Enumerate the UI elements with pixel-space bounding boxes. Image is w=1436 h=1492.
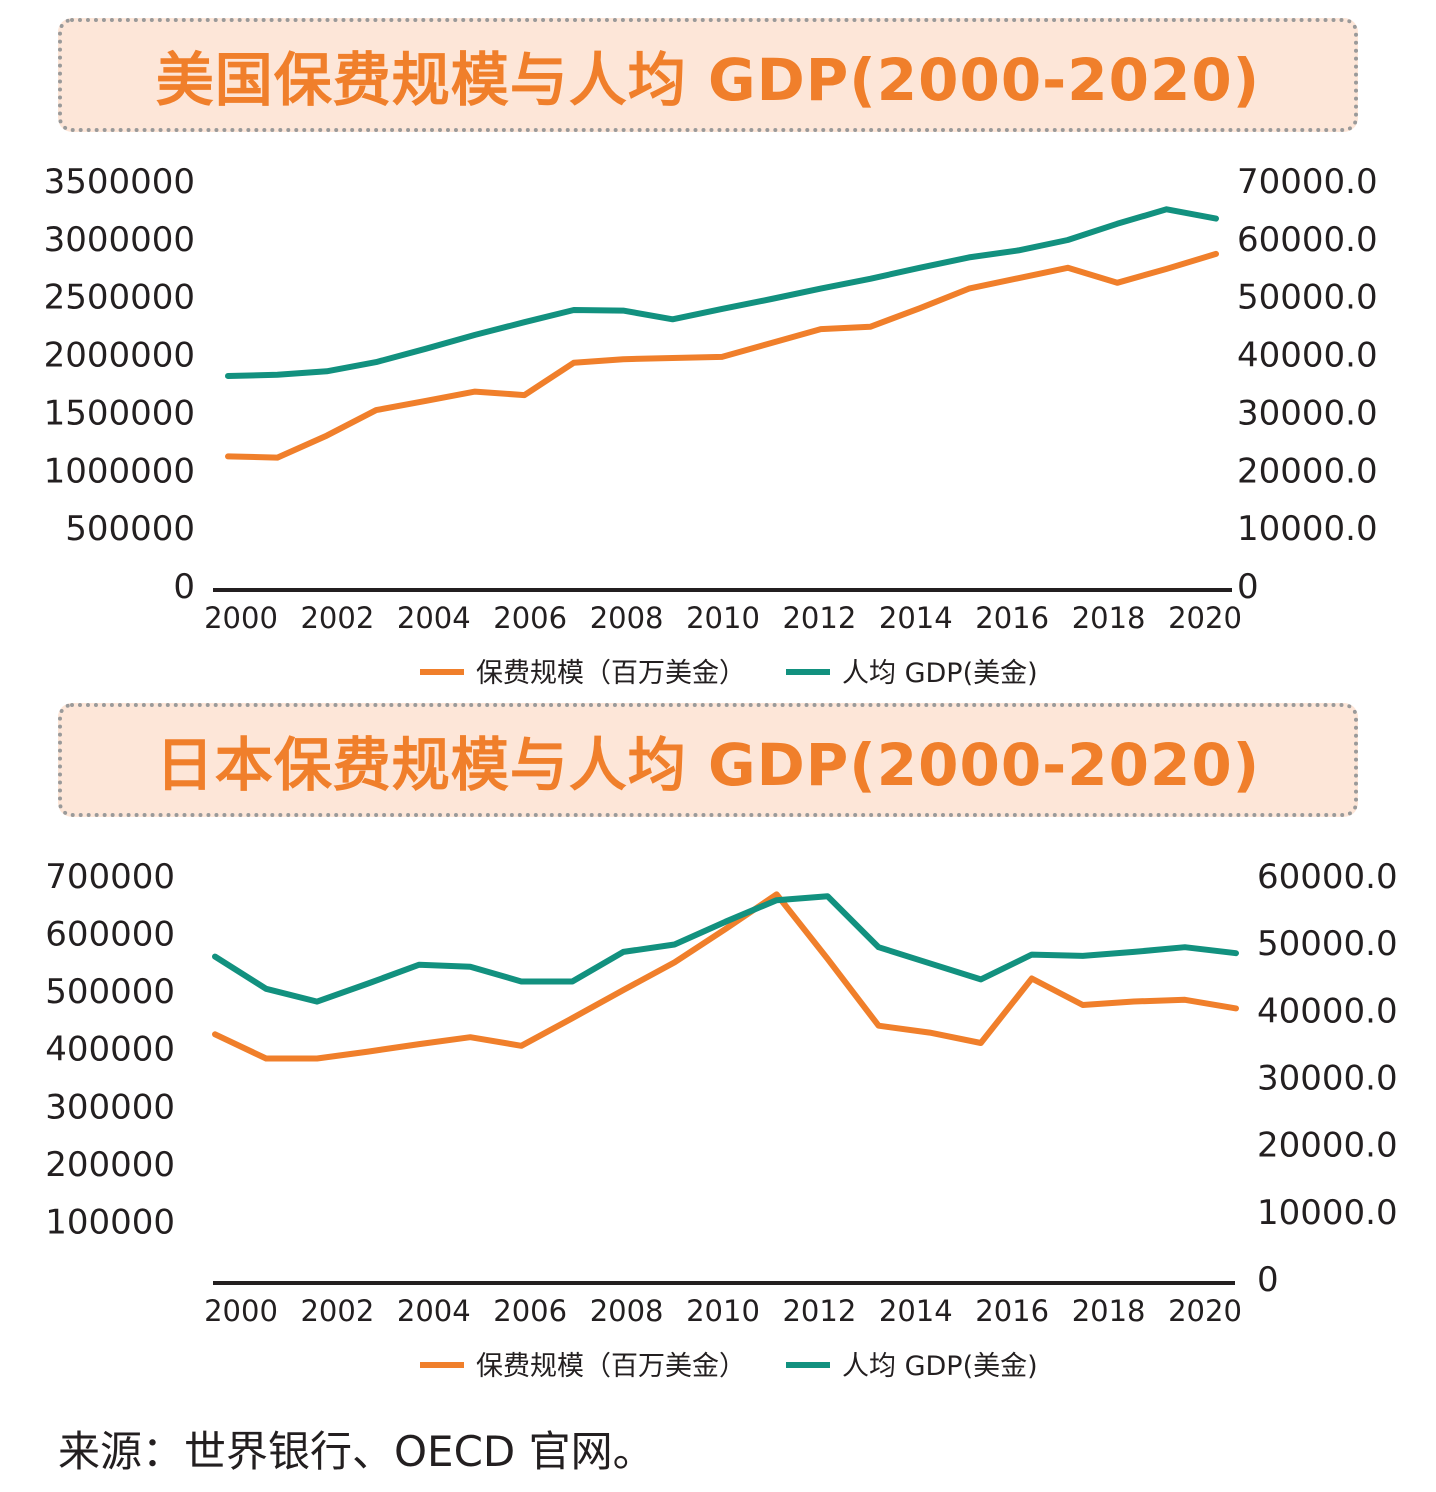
jp-chart-title-box: 日本保费规模与人均 GDP(2000-2020) xyxy=(58,703,1358,817)
us-chart-title: 美国保费规模与人均 GDP(2000-2020) xyxy=(155,46,1261,114)
us-line-chart: 0 500000 1000000 1500000 2000000 2500000 30000… xyxy=(44,162,1378,689)
us-left-tick-label: 0 xyxy=(173,567,195,607)
jp-right-tick-label: 10000.0 xyxy=(1257,1193,1398,1233)
jp-right-tick-label: 20000.0 xyxy=(1257,1126,1398,1166)
us-legend-label: 人均 GDP(美金) xyxy=(842,658,1038,689)
us-x-tick-label: 2002 xyxy=(300,601,374,635)
jp-x-tick-label: 2014 xyxy=(879,1294,953,1328)
us-right-tick-label: 10000.0 xyxy=(1237,509,1378,549)
us-x-tick-label: 2004 xyxy=(397,601,471,635)
jp-x-tick-label: 2018 xyxy=(1072,1294,1146,1328)
us-left-tick-label: 3000000 xyxy=(44,220,195,260)
jp-left-tick-label: 700000 xyxy=(45,857,175,897)
jp-x-tick-label: 2020 xyxy=(1168,1294,1242,1328)
jp-legend-label: 人均 GDP(美金) xyxy=(842,1351,1038,1382)
us-right-tick-label: 70000.0 xyxy=(1237,162,1378,202)
jp-left-tick-label: 400000 xyxy=(45,1030,175,1070)
us-left-tick-label: 1000000 xyxy=(44,451,195,491)
jp-x-tick-label: 2008 xyxy=(590,1294,664,1328)
jp-left-tick-label: 300000 xyxy=(45,1087,175,1127)
jp-right-tick-label: 60000.0 xyxy=(1257,857,1398,897)
jp-x-tick-label: 2016 xyxy=(975,1294,1049,1328)
us-x-tick-label: 2014 xyxy=(879,601,953,635)
us-chart-title-box: 美国保费规模与人均 GDP(2000-2020) xyxy=(58,18,1358,132)
us-legend-label: 保费规模（百万美金） xyxy=(476,658,746,689)
jp-x-tick-label: 2002 xyxy=(300,1294,374,1328)
us-left-tick-label: 2000000 xyxy=(44,336,195,376)
us-left-tick-label: 3500000 xyxy=(44,162,195,202)
us-x-tick-label: 2000 xyxy=(204,601,278,635)
jp-x-tick-label: 2012 xyxy=(782,1294,856,1328)
jp-right-tick-label: 50000.0 xyxy=(1257,924,1398,964)
jp-legend-label: 保费规模（百万美金） xyxy=(476,1351,746,1382)
jp-right-tick-label: 30000.0 xyxy=(1257,1059,1398,1099)
us-right-tick-label: 30000.0 xyxy=(1237,393,1378,433)
us-x-tick-label: 2020 xyxy=(1168,601,1242,635)
jp-left-tick-label: 500000 xyxy=(45,972,175,1012)
jp-x-tick-label: 2010 xyxy=(686,1294,760,1328)
us-right-tick-label: 20000.0 xyxy=(1237,451,1378,491)
us-right-tick-label: 0 xyxy=(1237,567,1259,607)
jp-left-tick-label: 100000 xyxy=(45,1202,175,1242)
jp-right-tick-label: 40000.0 xyxy=(1257,991,1398,1031)
jp-x-tick-label: 2006 xyxy=(493,1294,567,1328)
us-right-tick-label: 50000.0 xyxy=(1237,278,1378,318)
us-x-tick-label: 2016 xyxy=(975,601,1049,635)
jp-x-tick-label: 2004 xyxy=(397,1294,471,1328)
us-x-tick-label: 2010 xyxy=(686,601,760,635)
jp-left-tick-label: 200000 xyxy=(45,1145,175,1185)
jp-gdp-line xyxy=(212,893,1239,1005)
us-x-tick-label: 2008 xyxy=(590,601,664,635)
us-left-tick-label: 1500000 xyxy=(44,393,195,433)
us-left-tick-label: 500000 xyxy=(65,509,195,549)
jp-left-tick-label: 600000 xyxy=(45,915,175,955)
us-right-tick-label: 40000.0 xyxy=(1237,336,1378,376)
us-left-tick-label: 2500000 xyxy=(44,278,195,318)
jp-right-tick-label: 0 xyxy=(1257,1260,1279,1300)
us-premium-line xyxy=(225,250,1219,461)
source-note: 来源：世界银行、OECD 官网。 xyxy=(58,1427,655,1476)
us-right-tick-label: 60000.0 xyxy=(1237,220,1378,260)
jp-premium-line xyxy=(212,891,1239,1062)
jp-line-chart: 100000 200000 300000 400000 500000 600000 7000… xyxy=(45,857,1398,1382)
jp-chart-title: 日本保费规模与人均 GDP(2000-2020) xyxy=(155,731,1261,799)
us-x-tick-label: 2006 xyxy=(493,601,567,635)
jp-x-tick-label: 2000 xyxy=(204,1294,278,1328)
us-gdp-line xyxy=(225,206,1219,379)
us-x-tick-label: 2018 xyxy=(1072,601,1146,635)
us-x-tick-label: 2012 xyxy=(782,601,856,635)
